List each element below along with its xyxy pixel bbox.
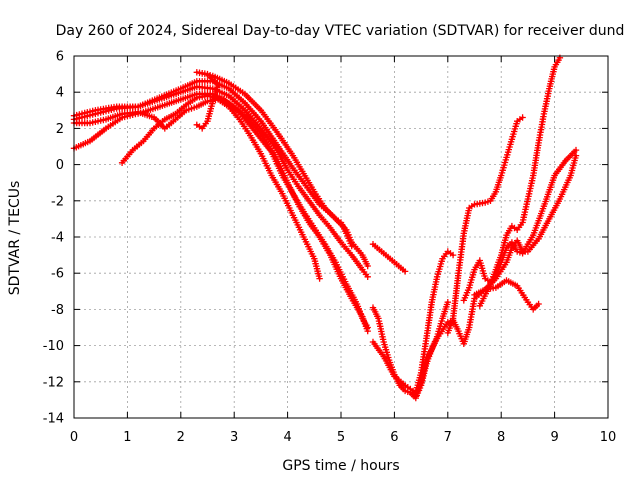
series-arc-4 <box>70 78 371 270</box>
y-tick-label: -6 <box>51 267 64 282</box>
y-tick-label: -8 <box>51 303 64 318</box>
x-tick-label: 2 <box>177 430 185 445</box>
x-tick-label: 7 <box>444 430 452 445</box>
chart-title: Day 260 of 2024, Sidereal Day-to-day VTE… <box>56 23 625 39</box>
axes: 0 1 2 3 4 5 6 7 8 9 10 6 4 2 0 -2 -4 -6 -8 -10 -12 -14 <box>43 50 617 446</box>
series-line <box>371 242 407 273</box>
y-tick-label: -14 <box>43 412 64 427</box>
x-tick-label: 0 <box>70 430 78 445</box>
x-tick-label: 10 <box>600 430 617 445</box>
series-arc-14 <box>476 54 564 309</box>
x-tick-label: 9 <box>550 430 558 445</box>
series-line <box>72 92 369 333</box>
plus-markers <box>369 241 409 275</box>
series-layer <box>70 54 580 402</box>
series-arc-5 <box>118 92 371 331</box>
plus-markers <box>70 78 371 270</box>
x-axis-label: GPS time / hours <box>282 458 399 474</box>
grid <box>74 56 608 418</box>
plus-markers <box>193 69 355 250</box>
y-tick-label: -12 <box>43 375 64 390</box>
x-tick-label: 5 <box>337 430 345 445</box>
y-tick-label: -4 <box>51 231 64 246</box>
x-tick-label: 6 <box>390 430 398 445</box>
x-tick-label: 4 <box>283 430 291 445</box>
x-tick-label: 1 <box>123 430 131 445</box>
series-arc-11 <box>444 114 526 337</box>
plus-markers <box>476 54 564 309</box>
series-arc-6 <box>193 69 355 250</box>
series-arc-7 <box>369 241 409 275</box>
x-tick-label: 3 <box>230 430 238 445</box>
y-tick-label: -10 <box>43 339 64 354</box>
y-tick-label: 0 <box>56 158 64 173</box>
series-arc-9 <box>369 248 457 396</box>
y-tick-label: 6 <box>56 50 64 65</box>
plus-markers <box>444 114 526 337</box>
x-tick-label: 8 <box>497 430 505 445</box>
y-tick-label: 2 <box>56 122 64 137</box>
plus-markers <box>118 92 371 331</box>
series-line <box>473 154 578 297</box>
y-tick-label: -2 <box>51 194 64 209</box>
y-axis-label: SDTVAR / TECUs <box>7 181 23 296</box>
plus-markers <box>369 248 457 396</box>
y-tick-label: 4 <box>56 86 64 101</box>
